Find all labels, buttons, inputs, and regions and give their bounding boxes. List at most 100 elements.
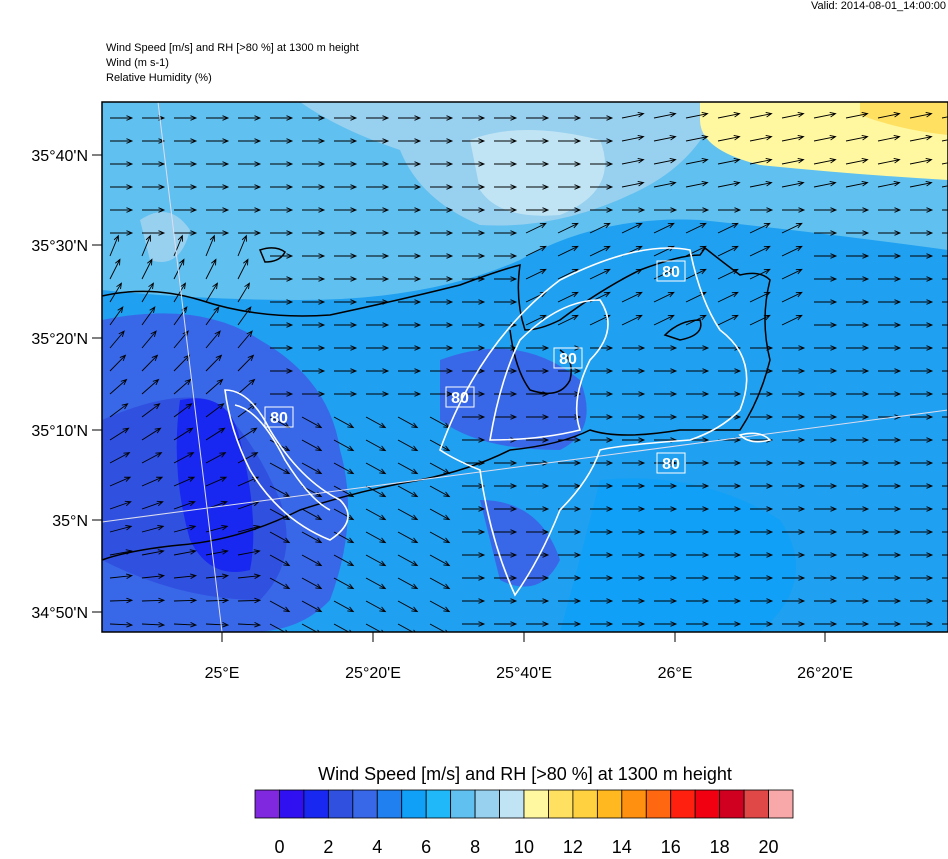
wind-arrow [462,115,486,121]
wind-arrow [686,368,710,374]
wind-arrow [494,483,518,489]
wind-arrow [110,184,134,190]
wind-arrow [846,253,870,259]
wind-arrow [814,529,838,535]
wind-arrow [494,276,518,282]
wind-arrow [878,368,902,374]
wind-arrow [366,207,390,213]
wind-arrow [109,354,127,372]
wind-arrow [718,552,742,558]
wind-arrow [109,330,125,349]
lon-label: 25°40'E [496,665,552,682]
wind-arrow [494,138,518,144]
wind-arrow [846,368,870,374]
wind-arrow [173,234,183,257]
wind-arrow [942,531,948,533]
wind-arrow [750,552,774,558]
wind-arrow [590,621,614,627]
wind-arrow [430,184,454,190]
lon-label: 25°20'E [345,665,401,682]
wind-arrow [333,577,355,590]
wind-arrow [269,531,291,544]
wind-arrow [494,621,518,627]
wind-arrow [558,575,582,581]
wind-arrow [110,161,134,167]
wind-arrow [718,529,742,535]
colorbar-swatch [279,789,305,819]
wind-arrow [462,391,486,397]
wind-arrow [654,529,678,535]
wind-arrow [558,115,582,121]
colorbar-swatch [694,789,721,819]
wind-arrow [654,621,678,627]
wind-arrow [717,111,741,119]
wind-arrow [237,234,247,257]
wind-arrow [494,115,518,121]
wind-arrow [942,324,948,326]
colorbar-label: 12 [563,837,583,854]
wind-arrow [494,253,518,259]
wind-arrow [654,414,678,420]
wind-arrow [814,506,838,512]
wind-arrow [910,368,934,374]
wind-arrow [909,180,933,188]
wind-arrow [846,230,870,236]
wind-arrow [526,414,550,420]
wind-arrow [302,253,326,259]
wind-arrow [206,230,230,236]
wind-arrow [366,230,390,236]
wind-arrow [782,437,806,443]
wind-arrow [365,462,387,475]
wind-arrow [110,115,134,121]
wind-arrow [941,139,948,142]
wind-arrow [205,573,230,579]
wind-arrow [942,209,948,211]
wind-arrow [589,222,611,234]
wind-arrow [270,230,294,236]
wind-arrow [270,115,294,121]
wind-arrow [366,368,390,374]
wind-arrow [654,391,678,397]
wind-arrow [462,483,486,489]
wind-arrow [302,322,326,328]
wind-arrow [590,506,614,512]
wind-arrow [270,138,294,144]
wind-arrow [525,222,547,234]
wind-arrow [334,299,358,305]
contour-label-box [445,386,475,408]
wind-arrow [494,529,518,535]
wind-arrow [590,115,614,121]
wind-arrow [398,253,422,259]
wind-arrow [750,506,774,512]
wind-arrow [302,184,326,190]
wind-arrow [590,161,614,167]
wind-arrow [397,462,419,475]
wind-arrow [557,291,579,303]
lat-label: 35°20'N [31,331,88,348]
wind-arrow [910,621,934,627]
wind-arrow [846,299,870,305]
wind-arrow [622,391,646,397]
wind-arrow [750,621,774,627]
wind-arrow [462,322,486,328]
wind-arrow [526,138,550,144]
wind-arrow [302,207,326,213]
wind-arrow [782,483,806,489]
wind-arrow [814,276,838,282]
wind-arrow [910,414,934,420]
header-line: Wind (m s-1) [106,57,169,69]
wind-arrow [558,391,582,397]
wind-arrow [366,276,390,282]
wind-arrow [366,253,390,259]
wind-arrow [878,230,902,236]
wind-arrow [430,391,454,397]
wind-arrow [334,322,358,328]
wind-arrow [814,621,838,627]
colorbar-label: 8 [470,837,480,854]
wind-arrow [494,207,518,213]
wind-arrow [653,157,677,165]
wind-arrow [846,437,870,443]
wind-arrow [526,506,550,512]
wind-arrow [910,552,934,558]
wind-arrow [366,345,390,351]
